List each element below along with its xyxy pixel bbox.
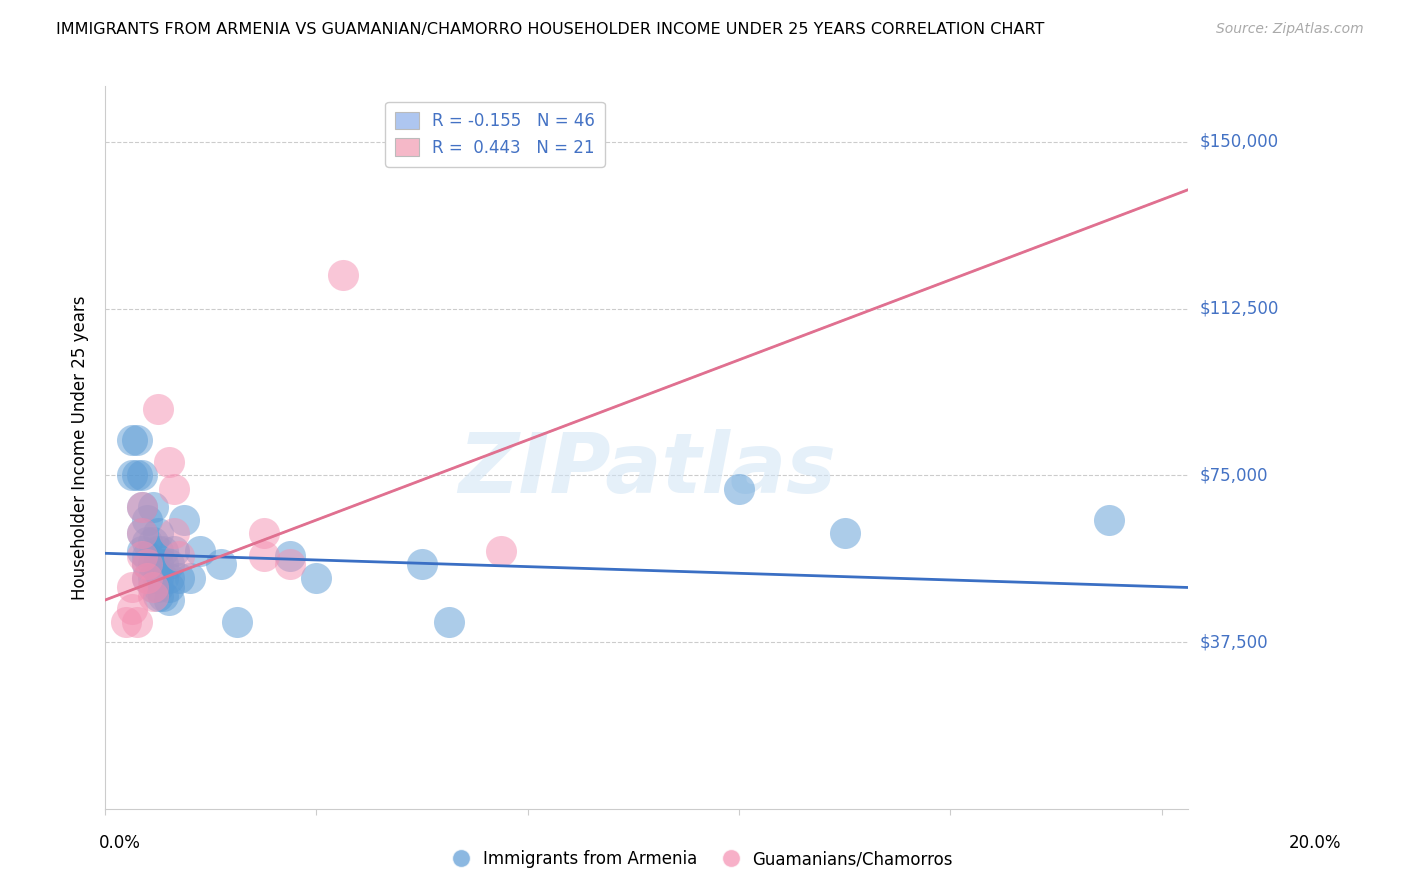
- Immigrants from Armenia: [121, 468, 143, 483]
- Text: 20.0%: 20.0%: [1288, 834, 1341, 852]
- Guamanians/Chamorros: [121, 602, 143, 616]
- Legend: R = -0.155   N = 46, R =  0.443   N = 21: R = -0.155 N = 46, R = 0.443 N = 21: [385, 102, 605, 167]
- Immigrants from Armenia: [146, 580, 169, 594]
- Text: IMMIGRANTS FROM ARMENIA VS GUAMANIAN/CHAMORRO HOUSEHOLDER INCOME UNDER 25 YEARS : IMMIGRANTS FROM ARMENIA VS GUAMANIAN/CHA…: [56, 22, 1045, 37]
- Immigrants from Armenia: [278, 549, 301, 563]
- Text: $37,500: $37,500: [1199, 633, 1268, 651]
- Guamanians/Chamorros: [131, 549, 153, 563]
- Immigrants from Armenia: [146, 589, 169, 603]
- Immigrants from Armenia: [437, 615, 460, 630]
- Text: ZIPatlas: ZIPatlas: [458, 429, 835, 510]
- Immigrants from Armenia: [142, 571, 165, 585]
- Immigrants from Armenia: [131, 526, 153, 541]
- Immigrants from Armenia: [142, 580, 165, 594]
- Immigrants from Armenia: [728, 482, 751, 496]
- Immigrants from Armenia: [152, 589, 174, 603]
- Immigrants from Armenia: [146, 544, 169, 558]
- Guamanians/Chamorros: [136, 571, 159, 585]
- Guamanians/Chamorros: [146, 401, 169, 416]
- Immigrants from Armenia: [146, 526, 169, 541]
- Immigrants from Armenia: [146, 558, 169, 572]
- Immigrants from Armenia: [157, 558, 180, 572]
- Immigrants from Armenia: [157, 580, 180, 594]
- Immigrants from Armenia: [125, 468, 148, 483]
- Guamanians/Chamorros: [253, 526, 276, 541]
- Immigrants from Armenia: [121, 433, 143, 447]
- Immigrants from Armenia: [152, 558, 174, 572]
- Immigrants from Armenia: [305, 571, 328, 585]
- Guamanians/Chamorros: [278, 558, 301, 572]
- Immigrants from Armenia: [136, 549, 159, 563]
- Guamanians/Chamorros: [121, 580, 143, 594]
- Legend: Immigrants from Armenia, Guamanians/Chamorros: Immigrants from Armenia, Guamanians/Cham…: [447, 844, 959, 875]
- Guamanians/Chamorros: [142, 580, 165, 594]
- Guamanians/Chamorros: [491, 544, 513, 558]
- Guamanians/Chamorros: [253, 549, 276, 563]
- Text: $150,000: $150,000: [1199, 133, 1278, 151]
- Guamanians/Chamorros: [142, 589, 165, 603]
- Immigrants from Armenia: [226, 615, 249, 630]
- Immigrants from Armenia: [131, 500, 153, 514]
- Immigrants from Armenia: [131, 468, 153, 483]
- Immigrants from Armenia: [142, 500, 165, 514]
- Guamanians/Chamorros: [332, 268, 354, 283]
- Guamanians/Chamorros: [157, 455, 180, 469]
- Immigrants from Armenia: [136, 558, 159, 572]
- Guamanians/Chamorros: [131, 526, 153, 541]
- Immigrants from Armenia: [411, 558, 433, 572]
- Guamanians/Chamorros: [131, 500, 153, 514]
- Immigrants from Armenia: [125, 433, 148, 447]
- Text: 0.0%: 0.0%: [98, 834, 141, 852]
- Guamanians/Chamorros: [115, 615, 138, 630]
- Guamanians/Chamorros: [163, 526, 186, 541]
- Immigrants from Armenia: [188, 544, 211, 558]
- Immigrants from Armenia: [136, 571, 159, 585]
- Immigrants from Armenia: [1098, 513, 1121, 527]
- Immigrants from Armenia: [173, 513, 195, 527]
- Text: $112,500: $112,500: [1199, 300, 1278, 318]
- Immigrants from Armenia: [157, 571, 180, 585]
- Immigrants from Armenia: [179, 571, 201, 585]
- Guamanians/Chamorros: [136, 558, 159, 572]
- Immigrants from Armenia: [136, 513, 159, 527]
- Guamanians/Chamorros: [125, 615, 148, 630]
- Y-axis label: Householder Income Under 25 years: Householder Income Under 25 years: [72, 295, 89, 600]
- Immigrants from Armenia: [163, 544, 186, 558]
- Immigrants from Armenia: [157, 593, 180, 607]
- Immigrants from Armenia: [142, 535, 165, 549]
- Immigrants from Armenia: [209, 558, 232, 572]
- Guamanians/Chamorros: [167, 549, 190, 563]
- Immigrants from Armenia: [136, 535, 159, 549]
- Immigrants from Armenia: [146, 571, 169, 585]
- Immigrants from Armenia: [131, 544, 153, 558]
- Text: Source: ZipAtlas.com: Source: ZipAtlas.com: [1216, 22, 1364, 37]
- Immigrants from Armenia: [167, 571, 190, 585]
- Immigrants from Armenia: [142, 558, 165, 572]
- Immigrants from Armenia: [152, 571, 174, 585]
- Guamanians/Chamorros: [163, 482, 186, 496]
- Immigrants from Armenia: [152, 544, 174, 558]
- Immigrants from Armenia: [834, 526, 856, 541]
- Text: $75,000: $75,000: [1199, 467, 1268, 484]
